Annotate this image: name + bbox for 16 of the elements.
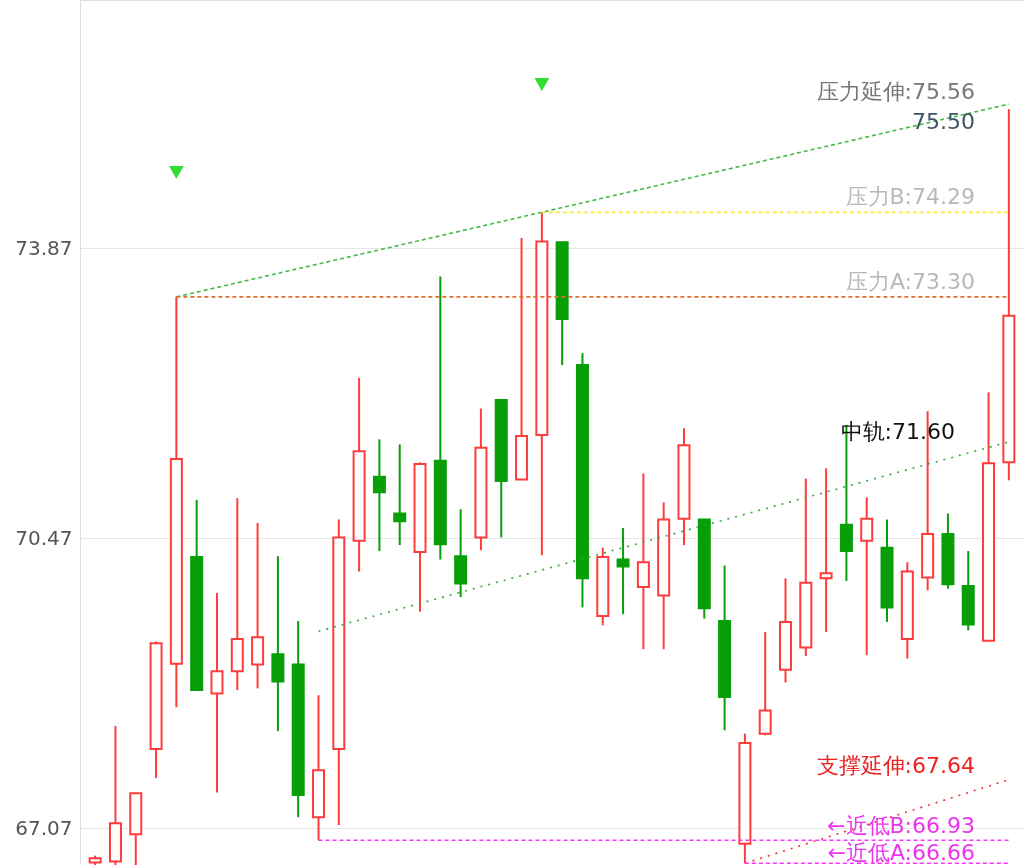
annotation: ←近低A:66.66 <box>827 840 975 865</box>
candlestick <box>758 631 772 737</box>
annotation: 压力B:74.29 <box>845 184 975 209</box>
candlestick <box>819 467 833 634</box>
annotation: 压力延伸:75.56 <box>816 79 975 104</box>
y-tick-label: 73.87 <box>15 235 73 260</box>
candlestick <box>372 438 386 553</box>
annotation: ←近低B:66.93 <box>827 813 975 838</box>
y-tick-label: 67.07 <box>15 815 73 840</box>
candlestick <box>860 496 874 657</box>
annotation: 压力A:73.30 <box>845 269 975 294</box>
y-tick-label: 70.47 <box>15 525 73 550</box>
candlestick <box>393 443 407 547</box>
candlestick <box>210 591 224 794</box>
annotation: 支撑延伸:67.64 <box>816 753 975 778</box>
candlestick <box>616 527 630 616</box>
